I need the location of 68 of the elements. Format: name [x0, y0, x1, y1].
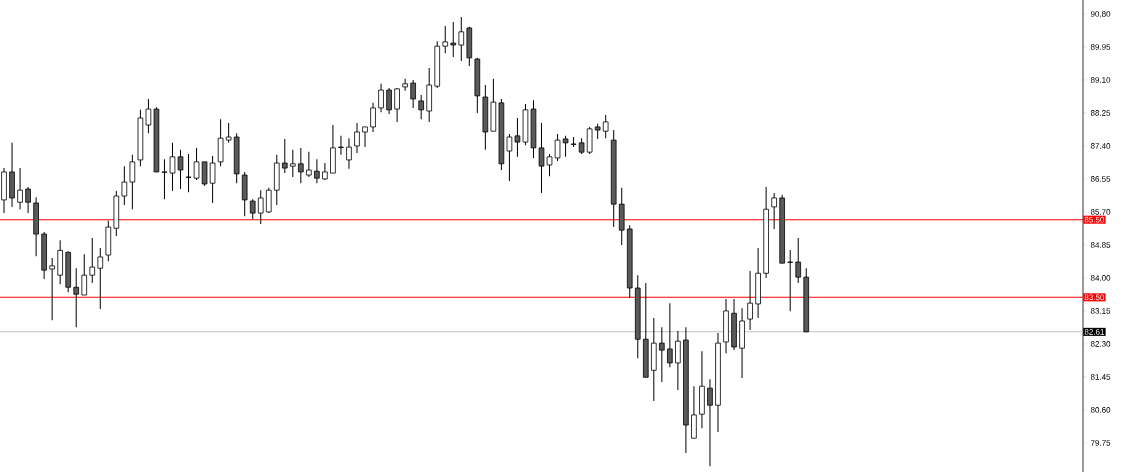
y-tick-label: 81.45: [1090, 374, 1111, 380]
ref-line-label: 83.50: [1084, 294, 1105, 301]
candlestick: [314, 158, 320, 184]
candlestick: [458, 16, 465, 62]
candlestick: [121, 165, 128, 206]
candlestick: [586, 126, 593, 155]
y-tick-label: 88.25: [1090, 110, 1111, 116]
y-tick-label: 80.60: [1090, 407, 1111, 413]
candlestick: [378, 83, 384, 113]
y-tick-label: 90.80: [1090, 11, 1111, 17]
candlestick: [707, 378, 713, 467]
candlestick: [209, 155, 216, 204]
candlestick: [362, 126, 368, 148]
candlestick: [450, 21, 457, 58]
candlestick: [338, 135, 344, 156]
y-tick-label: 86.55: [1090, 176, 1111, 182]
candlestick: [97, 247, 104, 310]
candlestick: [89, 237, 96, 284]
candlestick: [257, 189, 264, 225]
candlestick: [298, 147, 304, 184]
ref-line-label: 85.50: [1084, 216, 1105, 223]
candlestick: [370, 102, 376, 133]
candlestick: [225, 122, 232, 144]
y-tick-label: 89.95: [1090, 44, 1111, 50]
y-tick-label: 84.85: [1090, 242, 1111, 248]
candlestick: [771, 192, 777, 230]
candlestick: [747, 270, 753, 331]
y-tick-label: 89.10: [1090, 77, 1111, 83]
candlestick: [787, 249, 793, 312]
candlestick: [659, 326, 665, 383]
candlestick: [201, 161, 208, 187]
candlestick: [265, 187, 272, 214]
candlestick: [506, 133, 513, 182]
y-tick-label: 87.40: [1090, 143, 1111, 149]
candlestick: [410, 79, 416, 109]
candlestick: [354, 122, 360, 154]
candlestick: [795, 237, 802, 284]
y-tick-label: 82.30: [1090, 341, 1111, 347]
candlestick: [386, 87, 392, 115]
candlestick: [514, 117, 521, 158]
candlestick: [346, 137, 352, 170]
candlestick: [562, 135, 569, 158]
candlestick: [675, 330, 681, 391]
candlestick: [322, 162, 328, 181]
candlestick: [129, 154, 136, 210]
candlestick: [418, 94, 424, 120]
candlestick: [290, 149, 296, 178]
y-tick-label: 84.00: [1090, 275, 1111, 281]
candlestick: [25, 186, 31, 214]
candlestick: [17, 167, 23, 210]
y-tick-label: 79.75: [1090, 440, 1111, 446]
candlestick: [442, 25, 449, 54]
candlestick: [81, 253, 88, 296]
candlestick: [691, 385, 697, 439]
candlestick: [394, 87, 400, 123]
candlestick: [145, 98, 152, 134]
candlestick: [281, 138, 288, 174]
y-tick-label: 85.70: [1090, 209, 1111, 215]
candlestick: [602, 114, 609, 139]
y-tick-label: 83.15: [1090, 308, 1111, 314]
candlestick: [667, 302, 673, 368]
candlestick: [217, 118, 224, 167]
candlestick: [402, 78, 408, 92]
candlestick: [49, 257, 55, 321]
candlestick: [73, 267, 80, 328]
candlestick: [249, 198, 256, 220]
ref-line-label: 82.61: [1084, 329, 1105, 335]
candlestick: [306, 151, 312, 178]
